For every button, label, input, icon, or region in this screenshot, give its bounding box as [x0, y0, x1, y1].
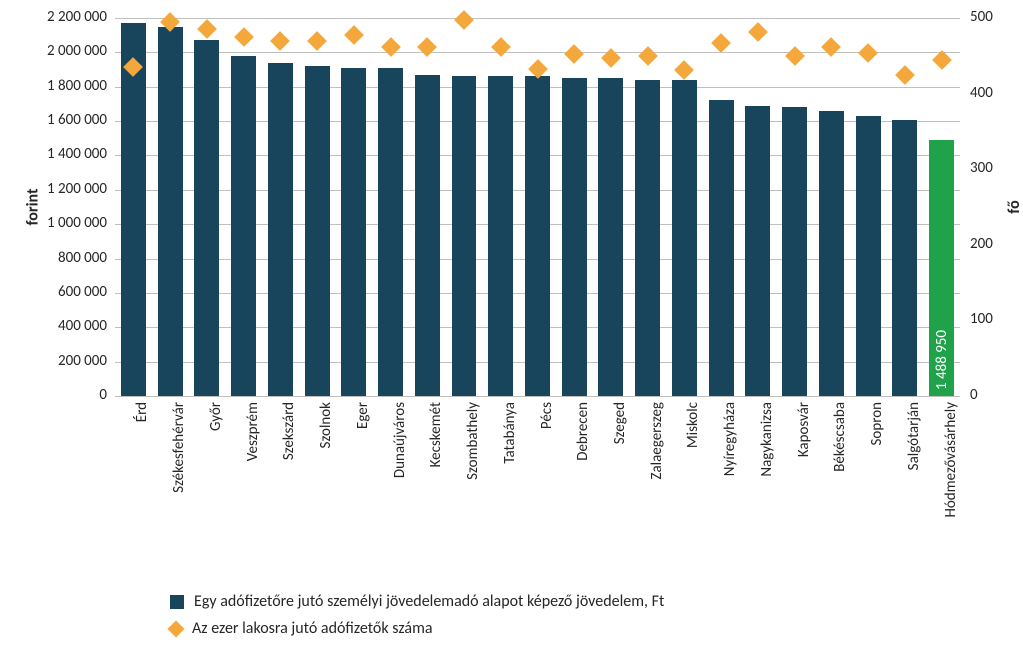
y-tick-right: 300: [970, 159, 993, 177]
bar: [305, 66, 330, 396]
marker-diamond: [454, 10, 474, 30]
x-category-label: Salgótarján: [905, 368, 923, 436]
y-tick-left: 200 000: [58, 352, 107, 370]
y-tick-left: 800 000: [58, 249, 107, 267]
x-category-label: Szeged: [611, 381, 629, 423]
x-category-label: Debrecen: [574, 373, 592, 432]
marker-diamond: [785, 46, 805, 66]
x-category-label: Kecskemét: [427, 369, 445, 434]
bar: [745, 106, 770, 396]
bar: [856, 116, 881, 396]
bar: [452, 76, 477, 396]
chart-container: Érd Székesfehérvár Győr Veszprém Szekszárd Sz…: [0, 0, 1023, 668]
bar: [709, 100, 734, 396]
y-tick-left: 2 000 000: [47, 42, 107, 60]
marker-diamond: [234, 27, 254, 47]
x-category-label: Sopron: [868, 380, 886, 423]
y-tick-left: 1 200 000: [47, 180, 107, 198]
y-tick-left: 1 400 000: [47, 145, 107, 163]
bar: [635, 80, 660, 396]
legend: Egy adófizetőre jutó személyi jövedelema…: [170, 592, 664, 646]
y-tick-left: 1 000 000: [47, 214, 107, 232]
x-category-label: Székesfehérvár: [170, 357, 188, 448]
marker-diamond: [381, 37, 401, 57]
marker-diamond: [491, 37, 511, 57]
marker-diamond: [601, 48, 621, 68]
marker-diamond: [417, 37, 437, 57]
y-axis-left-label: forint: [23, 188, 42, 225]
bar: [672, 80, 697, 396]
legend-swatch-bar: [170, 595, 184, 609]
bar: [194, 40, 219, 396]
y-tick-left: 1 600 000: [47, 111, 107, 129]
legend-label: Az ezer lakosra jutó adófizetők száma: [192, 619, 433, 638]
marker-diamond: [748, 22, 768, 42]
marker-diamond: [822, 37, 842, 57]
legend-item: Az ezer lakosra jutó adófizetők száma: [170, 619, 664, 638]
x-category-label: Érd: [133, 392, 151, 412]
legend-item: Egy adófizetőre jutó személyi jövedelema…: [170, 592, 664, 611]
x-category-label: Hódmezővásárhely: [942, 344, 960, 459]
y-axis-right-label: fő: [1005, 200, 1023, 213]
plot-area: ÉrdSzékesfehérvárGyőrVeszprémSzekszárdSz…: [115, 18, 960, 396]
x-category-label: Kaposvár: [795, 374, 813, 429]
marker-diamond: [307, 31, 327, 51]
legend-label: Egy adófizetőre jutó személyi jövedelema…: [194, 592, 664, 611]
y-tick-right: 500: [970, 8, 993, 26]
x-category-label: Zalaegerszeg: [648, 363, 666, 440]
marker-diamond: [858, 43, 878, 63]
x-category-label: Pécs: [538, 388, 556, 415]
marker-diamond: [932, 50, 952, 70]
marker-diamond: [675, 60, 695, 80]
marker-diamond: [197, 19, 217, 39]
marker-diamond: [711, 33, 731, 53]
bar: [121, 23, 146, 396]
marker-diamond: [638, 46, 658, 66]
bar: [562, 78, 587, 396]
x-category-label: Dunaújváros: [391, 364, 409, 440]
x-category-label: Szekszárd: [280, 373, 298, 431]
x-category-label: Békéscsaba: [831, 367, 849, 437]
y-tick-left: 400 000: [58, 317, 107, 335]
y-tick-left: 1 800 000: [47, 77, 107, 95]
bar: [598, 78, 623, 396]
bar: [525, 76, 550, 396]
x-category-label: Nagykanizsa: [758, 365, 776, 440]
x-category-label: Szombathely: [464, 363, 482, 441]
x-category-label: Nyíregyháza: [721, 365, 739, 439]
bar: [341, 68, 366, 396]
x-category-label: Győr: [207, 388, 225, 417]
x-category-label: Eger: [354, 389, 372, 416]
bar: [892, 120, 917, 396]
bar: [231, 56, 256, 396]
legend-swatch-diamond: [168, 620, 185, 637]
bar: [268, 63, 293, 396]
marker-diamond: [270, 31, 290, 51]
gridline: [115, 18, 960, 19]
x-category-label: Szolnok: [317, 379, 335, 425]
y-tick-right: 400: [970, 84, 993, 102]
bar: [782, 107, 807, 396]
y-tick-right: 100: [970, 310, 993, 328]
bar: [378, 68, 403, 396]
bar: [158, 27, 183, 396]
y-tick-right: 200: [970, 235, 993, 253]
bar: [415, 75, 440, 396]
y-tick-right: 0: [970, 386, 978, 404]
bar: [819, 111, 844, 396]
marker-diamond: [895, 65, 915, 85]
bar: [488, 76, 513, 396]
x-category-label: Miskolc: [684, 379, 702, 425]
y-tick-left: 600 000: [58, 283, 107, 301]
x-category-label: Veszprém: [244, 372, 262, 431]
y-tick-left: 0: [99, 386, 107, 404]
marker-diamond: [344, 25, 364, 45]
x-category-label: Tatabánya: [501, 371, 519, 433]
y-tick-left: 2 200 000: [47, 8, 107, 26]
marker-diamond: [564, 44, 584, 64]
